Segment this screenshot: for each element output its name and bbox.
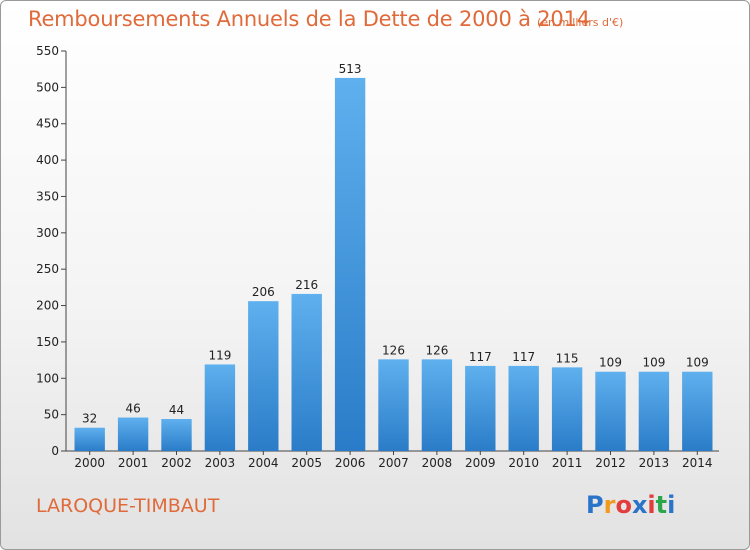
x-tick-label: 2011 [552, 456, 583, 470]
y-tick-label: 400 [36, 153, 59, 167]
data-label-2008: 126 [425, 343, 448, 357]
commune-name: LAROQUE-TIMBAUT [36, 495, 220, 517]
bar-2005 [291, 293, 322, 451]
bar-2004 [248, 301, 279, 451]
x-tick-label: 2009 [465, 456, 496, 470]
x-tick-label: 2010 [508, 456, 539, 470]
x-tick-label: 2003 [205, 456, 236, 470]
x-tick-label: 2001 [118, 456, 149, 470]
logo-letter: t [655, 491, 668, 519]
y-tick-label: 0 [51, 444, 59, 458]
data-label-2007: 126 [382, 343, 405, 357]
x-tick-label: 2000 [74, 456, 105, 470]
data-label-2002: 44 [169, 403, 184, 417]
data-label-2004: 206 [252, 285, 275, 299]
y-tick-label: 300 [36, 226, 59, 240]
data-label-2003: 119 [208, 348, 231, 362]
x-axis: 2000 2001 2002 2003 2004 2005 2006 2007 2008 2009… [66, 450, 719, 470]
x-tick-label: 2005 [291, 456, 322, 470]
x-tick-label: 2004 [248, 456, 279, 470]
bar-2013 [638, 371, 670, 451]
y-tick-label: 50 [44, 408, 59, 422]
y-tick-label: 250 [36, 262, 59, 276]
bar-2014 [682, 371, 713, 451]
x-tick-label: 2012 [595, 456, 626, 470]
data-label-2013: 109 [642, 356, 665, 370]
data-label-2006: 513 [339, 62, 362, 76]
logo-letter: P [586, 491, 604, 519]
y-tick-label: 100 [36, 371, 59, 385]
y-tick-label: 500 [36, 80, 59, 94]
proxiti-logo: Proxiti [586, 491, 675, 519]
data-label-2009: 117 [469, 350, 492, 364]
data-label-2001: 46 [125, 402, 140, 416]
logo-letter: i [647, 491, 656, 519]
logo-letter: x [631, 491, 648, 519]
bar-2010 [508, 365, 539, 451]
data-label-2000: 32 [82, 412, 97, 426]
y-tick-label: 200 [36, 299, 59, 313]
chart-title: Remboursements Annuels de la Dette de 20… [28, 7, 590, 31]
x-tick-label: 2008 [422, 456, 453, 470]
bar-2011 [551, 367, 583, 451]
logo-letter: i [667, 491, 676, 519]
y-tick-label: 150 [36, 335, 59, 349]
data-label-2010: 117 [512, 350, 535, 364]
bar-2002 [161, 419, 192, 451]
data-label-2005: 216 [295, 278, 318, 292]
y-tick-label: 550 [36, 44, 59, 58]
data-label-2011: 115 [556, 351, 579, 365]
data-label-2012: 109 [599, 356, 622, 370]
y-tick-label: 350 [36, 189, 59, 203]
y-axis: 0 50 100 150 200 250 300 350 400 450 500 550 [36, 44, 67, 458]
bar-2008 [421, 359, 453, 451]
x-tick-label: 2014 [682, 456, 713, 470]
bar-2006 [334, 77, 366, 451]
data-label-2014: 109 [686, 356, 709, 370]
bar-2012 [595, 371, 626, 451]
bar-2009 [465, 365, 496, 451]
unit-note: (en milliers d'€) [537, 16, 624, 29]
logo-letter: r [603, 491, 616, 519]
x-tick-label: 2006 [335, 456, 366, 470]
bar-2003 [204, 364, 236, 451]
x-tick-label: 2007 [378, 456, 409, 470]
y-tick-label: 450 [36, 117, 59, 131]
bar-2007 [378, 359, 409, 451]
logo-letter: o [615, 491, 632, 519]
bars: 32 46 44 119 206 216 513 126 126 117 117 115 109 109 1… [74, 62, 713, 451]
bar-2000 [74, 427, 105, 451]
bar-2001 [117, 417, 149, 451]
x-tick-label: 2002 [161, 456, 192, 470]
x-tick-label: 2013 [639, 456, 670, 470]
